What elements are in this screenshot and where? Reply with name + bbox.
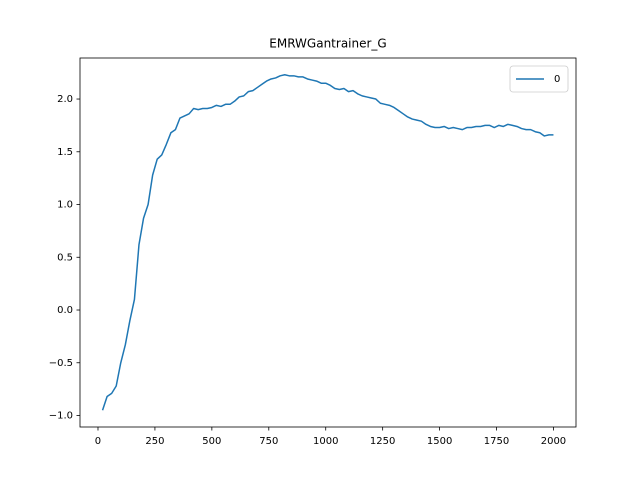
x-tick-label: 0 <box>95 436 101 447</box>
y-tick-label: 1.0 <box>57 200 73 211</box>
axes-frame <box>79 57 577 428</box>
legend-label: 0 <box>554 74 560 85</box>
x-tick-label: 1250 <box>370 436 395 447</box>
x-tick-label: 1000 <box>313 436 338 447</box>
x-tick-label: 1500 <box>427 436 452 447</box>
y-tick-label: 0.0 <box>57 305 73 316</box>
y-tick-label: 2.0 <box>57 94 73 105</box>
y-tick-label: −1.0 <box>49 411 73 422</box>
line-series <box>101 74 554 411</box>
y-tick-label: 1.5 <box>57 147 73 158</box>
x-tick-label: 250 <box>145 436 164 447</box>
x-tick-label: 750 <box>259 436 278 447</box>
y-tick-label: 0.5 <box>57 252 73 263</box>
x-tick-label: 1750 <box>484 436 509 447</box>
x-tick-label: 2000 <box>541 436 566 447</box>
y-tick-label: −0.5 <box>49 358 73 369</box>
chart-title: EMRWGantrainer_G <box>269 37 386 51</box>
x-tick-label: 500 <box>202 436 221 447</box>
